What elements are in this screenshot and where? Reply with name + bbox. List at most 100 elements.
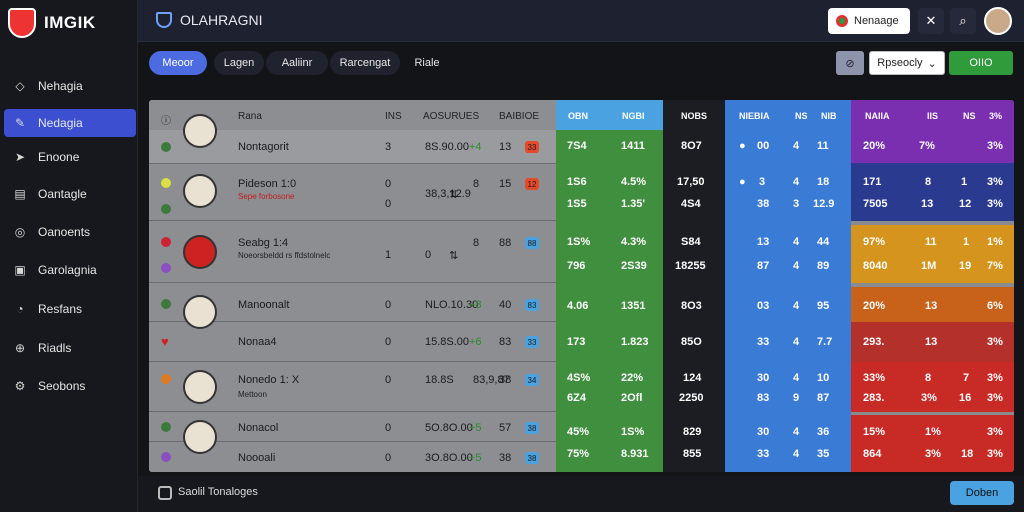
close-icon[interactable]: ✕ — [918, 8, 944, 34]
cell: 3% — [987, 140, 1003, 152]
cell-c2: 38 — [525, 422, 539, 434]
table-row[interactable]: Pideson 1:0 Sepe forbosone 0 0 38,3,12.9… — [149, 166, 556, 221]
cell: 35 — [817, 448, 830, 460]
cell: 8040 — [863, 260, 888, 272]
cell: 13 — [921, 198, 934, 210]
table-row[interactable]: Nontagorit 3 8S.90.00 +4 13 33 — [149, 114, 556, 164]
footer-button[interactable]: Doben — [950, 481, 1014, 505]
sidebar-item-7[interactable]: ⊕ Riadls — [0, 334, 137, 362]
sidebar-item-3[interactable]: ▤ Oantagle — [0, 180, 137, 208]
ok-button[interactable]: OIIO — [949, 51, 1013, 75]
cell: 2S39 — [621, 260, 647, 272]
cell: 8 — [925, 372, 932, 384]
cell: 85O — [681, 336, 702, 348]
filter-icon[interactable]: ⊘ — [836, 51, 864, 75]
cell: 3% — [987, 372, 1003, 384]
player-name: Nonedo 1: X — [238, 374, 300, 386]
dropdown[interactable]: Rpseocly ⌄ — [869, 51, 945, 75]
brand-logo[interactable]: IMGIK — [8, 8, 96, 38]
cell-c1: 40 — [499, 299, 512, 311]
cell: 7505 — [863, 198, 888, 210]
cell-a2: 0 — [425, 249, 432, 261]
status-icon — [161, 204, 171, 214]
table-row[interactable]: ♥ Nonaa4 0 15.8S.00 +6 83 33 — [149, 324, 556, 362]
cell: 7 — [963, 372, 970, 384]
table-row[interactable]: Seabg 1:4 Noeorsbeldd rs ffdstolnelc 1 0… — [149, 225, 556, 283]
table-row[interactable]: Nonacol 0 5O.8O.00 +5 57 38 — [149, 412, 556, 454]
cell: 30 — [757, 372, 770, 384]
sidebar-item-label: Enoone — [38, 150, 80, 164]
cell: 4.06 — [567, 300, 589, 312]
cell: 8.931 — [621, 448, 649, 460]
cell-b: 8S.90.00 — [425, 141, 470, 153]
tab-4[interactable]: Riale — [414, 57, 440, 69]
tab-2[interactable]: Aaliinr — [266, 51, 328, 75]
cell: 00 — [757, 140, 770, 152]
sidebar-item-label: Seobons — [38, 379, 86, 393]
tab-3[interactable]: Rarcengat — [330, 51, 400, 75]
search-icon[interactable]: ⌕ — [950, 8, 976, 34]
green-col-header — [556, 100, 663, 130]
player-name: Nonacol — [238, 422, 279, 434]
cell-pm: +4 — [469, 141, 482, 153]
cell: S84 — [681, 236, 701, 248]
tab-bar: Meoor Lagen Aaliinr Rarcengat Riale ⊘ Rp… — [138, 42, 1024, 82]
arrow-icon: ⇅ — [449, 189, 459, 201]
flag-icon — [836, 15, 848, 27]
status-icon — [161, 374, 171, 384]
cell-b: NLO.10.30 — [425, 299, 479, 311]
cell-c1: 38 — [499, 374, 512, 386]
cell-b: 5O.8O.00 — [425, 422, 473, 434]
table-row[interactable]: Manoonalt 0 NLO.10.30 +8 40 83 — [149, 287, 556, 329]
player-subtitle: Sepe forbosone — [238, 192, 295, 201]
cell-b: 8 — [473, 237, 480, 249]
player-subtitle: Mettoon — [238, 390, 267, 399]
cell: 10 — [817, 372, 830, 384]
player-avatar — [183, 114, 217, 148]
sidebar-item-6[interactable]: ◔ Resfans — [0, 295, 137, 323]
status-icon — [161, 142, 171, 152]
tag-icon: ◇ — [15, 79, 25, 93]
cell: 18255 — [675, 260, 706, 272]
tab-0[interactable]: Meoor — [149, 51, 207, 75]
status-icon — [161, 178, 171, 188]
col-header-name: Rana — [238, 111, 262, 122]
cell-b: 8 — [473, 178, 480, 190]
sidebar-item-2[interactable]: ➤ Enoone — [0, 143, 137, 171]
notification-pill-label: Nenaage — [854, 15, 899, 27]
cell-a: 0 — [385, 422, 392, 434]
cell: 1S6 — [567, 176, 587, 188]
cell: 33 — [757, 336, 770, 348]
green-col: OBN NGBI — [556, 100, 663, 472]
sidebar-item-1[interactable]: ✎ Nedagia — [4, 109, 136, 137]
sidebar-item-0[interactable]: ◇ Nehagia — [0, 72, 137, 100]
cell-pm: +8 — [469, 299, 482, 311]
topbar: OLAHRAGNI Nenaage ✕ ⌕ — [138, 0, 1024, 42]
sidebar-item-5[interactable]: ▣ Garolagnia — [0, 256, 137, 284]
cell-a: 3 — [385, 141, 392, 153]
cell: 864 — [863, 448, 882, 460]
header-blue-0: NIEBIA — [739, 111, 770, 121]
notification-pill[interactable]: Nenaage — [828, 8, 910, 34]
band-blue — [851, 163, 1014, 221]
sidebar-item-label: Oanoents — [38, 225, 91, 239]
sidebar-item-4[interactable]: ◎ Oanoents — [0, 218, 137, 246]
table-row[interactable]: Nonedo 1: X Mettoon 0 18.8S 83,9,87 38 3… — [149, 362, 556, 412]
ball-icon: ● — [739, 140, 746, 152]
band-red — [851, 322, 1014, 362]
cell-c1: 57 — [499, 422, 512, 434]
sidebar-item-8[interactable]: ⚙ Seobons — [0, 372, 137, 400]
tab-1[interactable]: Lagen — [214, 51, 264, 75]
cell: 12.9 — [813, 198, 835, 210]
player-avatar — [183, 370, 217, 404]
cell: 4 — [793, 426, 800, 438]
target-icon: ◎ — [14, 225, 26, 239]
dropdown-label: Rpseocly — [877, 57, 923, 69]
cell: 855 — [683, 448, 702, 460]
cell: 3% — [987, 198, 1003, 210]
cell-c2: 12 — [525, 178, 539, 190]
table-row[interactable]: Noooali 0 3O.8O.00 +5 38 38 — [149, 442, 556, 472]
cell: 3% — [987, 426, 1003, 438]
avatar[interactable] — [984, 7, 1012, 35]
checkbox[interactable] — [158, 486, 172, 500]
